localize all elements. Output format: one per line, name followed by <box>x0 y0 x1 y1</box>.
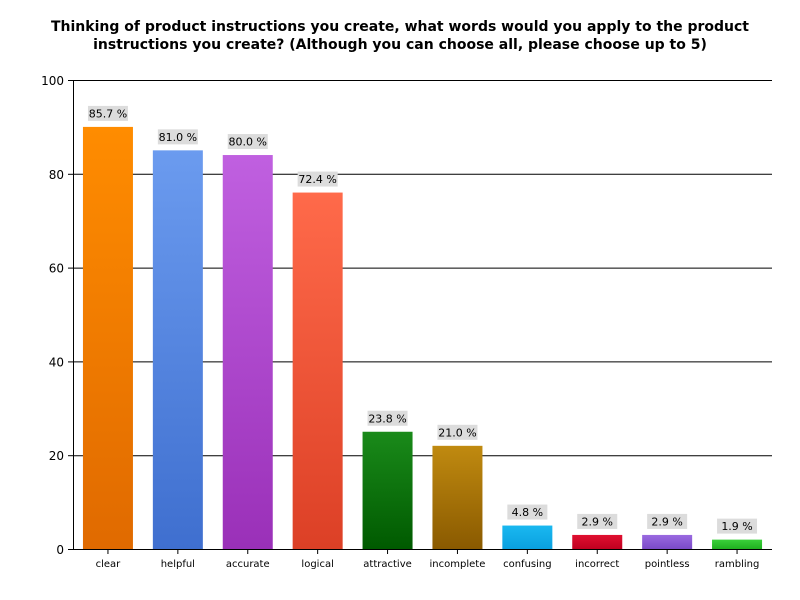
data-label-incomplete: 21.0 % <box>438 426 476 439</box>
bar-helpful <box>152 150 203 549</box>
data-label-pointless: 2.9 % <box>651 515 682 528</box>
x-tick-label-attractive: attractive <box>363 559 411 570</box>
data-label-helpful: 81.0 % <box>159 131 197 144</box>
x-tick-label-logical: logical <box>301 559 333 570</box>
data-label-bg-pointless <box>647 513 688 529</box>
bar-incorrect <box>572 534 623 549</box>
x-tick-label-clear: clear <box>96 559 122 570</box>
data-label-bg-accurate <box>227 134 268 150</box>
data-label-bg-incorrect <box>577 513 618 529</box>
data-label-accurate: 80.0 % <box>229 136 267 149</box>
bar-attractive <box>362 431 413 549</box>
bar-pointless <box>642 534 693 549</box>
chart-title: Thinking of product instructions you cre… <box>0 18 800 54</box>
bar-incomplete <box>432 445 483 549</box>
chart-title-line-2: instructions you create? (Although you c… <box>93 37 707 53</box>
data-label-bg-clear <box>87 105 128 121</box>
data-label-bg-rambling <box>717 518 758 534</box>
x-tick-label-incomplete: incomplete <box>430 559 486 570</box>
data-label-attractive: 23.8 % <box>368 412 406 425</box>
data-label-bg-logical <box>297 171 338 187</box>
y-tick-label-60: 60 <box>49 262 64 276</box>
data-label-bg-confusing <box>507 504 548 520</box>
x-tick-label-rambling: rambling <box>715 559 760 570</box>
bar-accurate <box>222 155 273 550</box>
data-label-confusing: 4.8 % <box>512 506 543 519</box>
y-tick-label-40: 40 <box>49 355 64 369</box>
data-label-bg-attractive <box>367 410 408 426</box>
data-label-incorrect: 2.9 % <box>582 515 613 528</box>
x-tick-label-incorrect: incorrect <box>575 559 619 570</box>
bar-clear <box>82 126 133 550</box>
data-label-logical: 72.4 % <box>298 173 336 186</box>
y-tick-label-20: 20 <box>49 449 64 463</box>
y-tick-label-100: 100 <box>41 74 64 88</box>
bar-rambling <box>712 539 763 549</box>
data-label-bg-helpful <box>157 129 198 145</box>
x-tick-label-accurate: accurate <box>226 559 270 570</box>
chart-title-line-1: Thinking of product instructions you cre… <box>50 19 749 35</box>
data-label-clear: 85.7 % <box>89 107 127 120</box>
y-tick-label-0: 0 <box>56 543 64 557</box>
x-tick-label-confusing: confusing <box>503 559 552 570</box>
x-tick-label-pointless: pointless <box>645 559 690 570</box>
y-tick-label-80: 80 <box>49 168 64 182</box>
data-label-bg-incomplete <box>437 424 478 440</box>
bar-confusing <box>502 525 553 549</box>
data-label-rambling: 1.9 % <box>721 520 752 533</box>
x-tick-label-helpful: helpful <box>161 559 195 570</box>
bar-logical <box>292 192 343 549</box>
